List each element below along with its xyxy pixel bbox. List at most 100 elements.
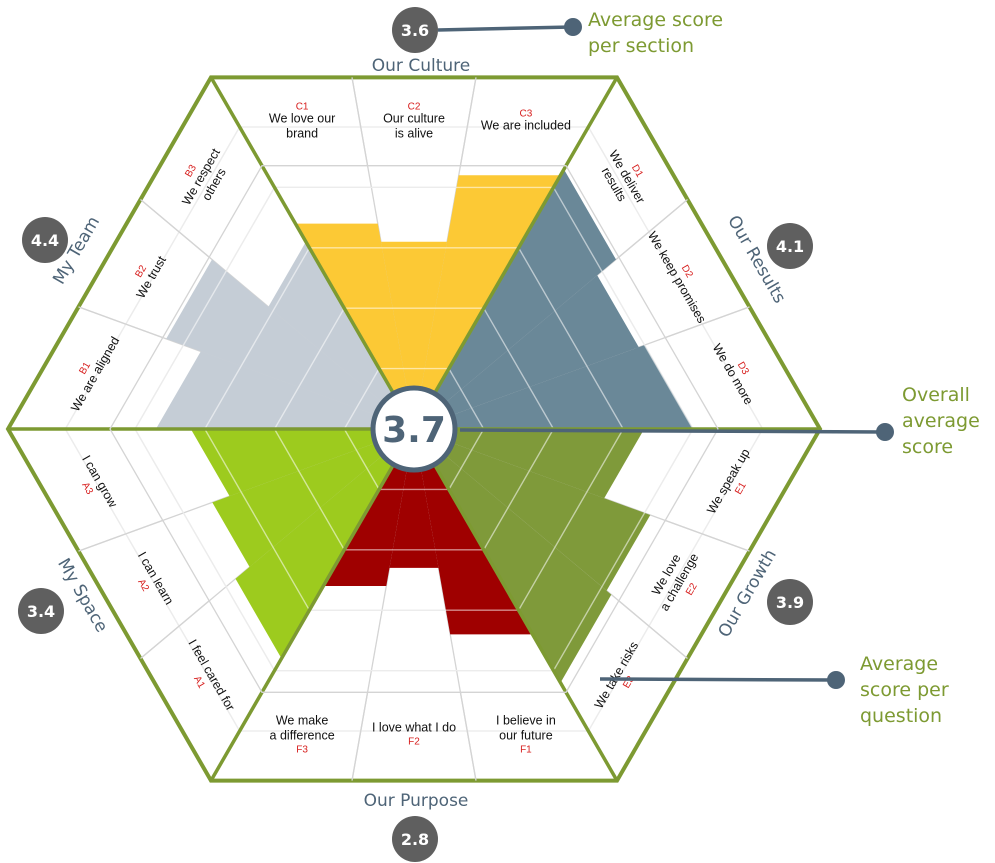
annotation-text: Average score <box>588 9 723 31</box>
label-divider <box>78 519 164 552</box>
bar-a1 <box>235 429 414 659</box>
question-code: A3 <box>79 481 95 497</box>
bar-a3 <box>190 429 414 497</box>
annotation-overall: Overall average score <box>902 384 980 458</box>
frame-spoke <box>412 428 619 782</box>
question-code: A1 <box>191 674 207 690</box>
question-code: E1 <box>733 480 749 496</box>
bar-b3 <box>268 241 414 429</box>
badge-circle <box>22 217 68 263</box>
question-code: B2 <box>133 263 149 279</box>
question-code: B3 <box>183 163 199 179</box>
annotation-text: Overall <box>902 384 970 406</box>
bar-d3 <box>414 345 693 429</box>
section-bars-my-team <box>155 241 414 429</box>
annotation-text: per section <box>588 35 694 57</box>
section-score: 4.4 <box>31 231 59 250</box>
question-code: E2 <box>684 581 700 597</box>
section-score: 3.9 <box>776 593 804 612</box>
badge-circle <box>392 7 438 53</box>
bar-b1 <box>155 351 414 429</box>
annotation-text: score per <box>860 679 949 701</box>
annotations: Average score per section Overall average sc… <box>437 9 980 727</box>
overall-score-value: 3.7 <box>382 410 446 451</box>
overall-pointer <box>459 428 885 434</box>
badge-circle <box>767 579 813 625</box>
section-score-badge: 4.1 <box>767 223 813 269</box>
question-code: C3 <box>520 109 533 120</box>
question-text: Our culture <box>383 112 445 126</box>
frame-spoke <box>412 76 619 430</box>
bar-b2 <box>166 259 414 429</box>
badge-circle <box>392 816 438 862</box>
overall-score: 3.7 <box>370 385 458 473</box>
bar-d2 <box>414 275 639 429</box>
annotation-text: Average <box>860 653 938 675</box>
question-code: C2 <box>408 102 421 113</box>
section-score-badge: 4.4 <box>22 217 68 263</box>
section-score-badge: 3.6 <box>392 7 438 53</box>
score-bars <box>155 169 693 683</box>
question-code: B1 <box>77 360 93 376</box>
label-divider <box>664 306 750 339</box>
section-name: Our Culture <box>372 56 470 76</box>
question-code: C1 <box>296 102 309 113</box>
question-text: We love our <box>269 112 335 126</box>
question-code: F1 <box>520 744 532 755</box>
question-text: brand <box>286 127 318 141</box>
overall-score-circle <box>370 385 458 473</box>
section-score: 3.4 <box>27 602 55 621</box>
bar-e2 <box>414 429 651 591</box>
section-score-badge: 3.9 <box>767 579 813 625</box>
question-code: F3 <box>296 744 308 755</box>
frame-spoke <box>209 428 416 782</box>
label-divider <box>140 199 210 258</box>
section-score-badge: 3.4 <box>18 588 64 634</box>
overall-pointer-dot <box>876 423 894 441</box>
label-divider <box>618 199 688 258</box>
bar-e1 <box>414 429 645 499</box>
label-divider <box>140 600 210 659</box>
annotation-question: Average score per question <box>860 653 949 727</box>
label-divider <box>618 600 688 659</box>
label-divider <box>78 306 164 339</box>
question-code: A2 <box>135 577 151 593</box>
section-name: Our Purpose <box>364 791 469 811</box>
section-score: 2.8 <box>401 830 429 849</box>
annotation-section: Average score per section <box>588 9 723 57</box>
label-divider <box>351 692 369 781</box>
label-band-inner-edge <box>109 165 719 693</box>
question-text: our future <box>499 728 553 742</box>
question-text: We are included <box>481 119 571 133</box>
badge-circle <box>18 588 64 634</box>
bar-e3 <box>414 429 612 683</box>
label-divider <box>664 519 750 552</box>
label-divider <box>351 77 369 166</box>
question-text: I love what I do <box>372 720 456 734</box>
section-pointer <box>437 25 573 32</box>
question-text: I believe in <box>496 713 556 727</box>
section-bars-our-growth <box>414 429 651 683</box>
section-pointer-dot <box>564 18 582 36</box>
annotation-text: score <box>902 436 953 458</box>
question-pointer-dot <box>827 671 845 689</box>
question-label-f2: I love what I do F2 <box>372 720 456 747</box>
annotation-text: question <box>860 705 942 727</box>
question-text: a difference <box>270 728 335 742</box>
question-pointer <box>599 677 836 682</box>
section-score: 3.6 <box>401 21 429 40</box>
question-text: is alive <box>395 127 433 141</box>
question-text: We make <box>276 713 329 727</box>
section-bars-our-results <box>414 169 693 430</box>
badge-circle <box>767 223 813 269</box>
frame-spoke <box>209 76 416 430</box>
section-score-badge: 2.8 <box>392 816 438 862</box>
bar-f2 <box>389 429 439 568</box>
label-divider <box>459 77 477 166</box>
